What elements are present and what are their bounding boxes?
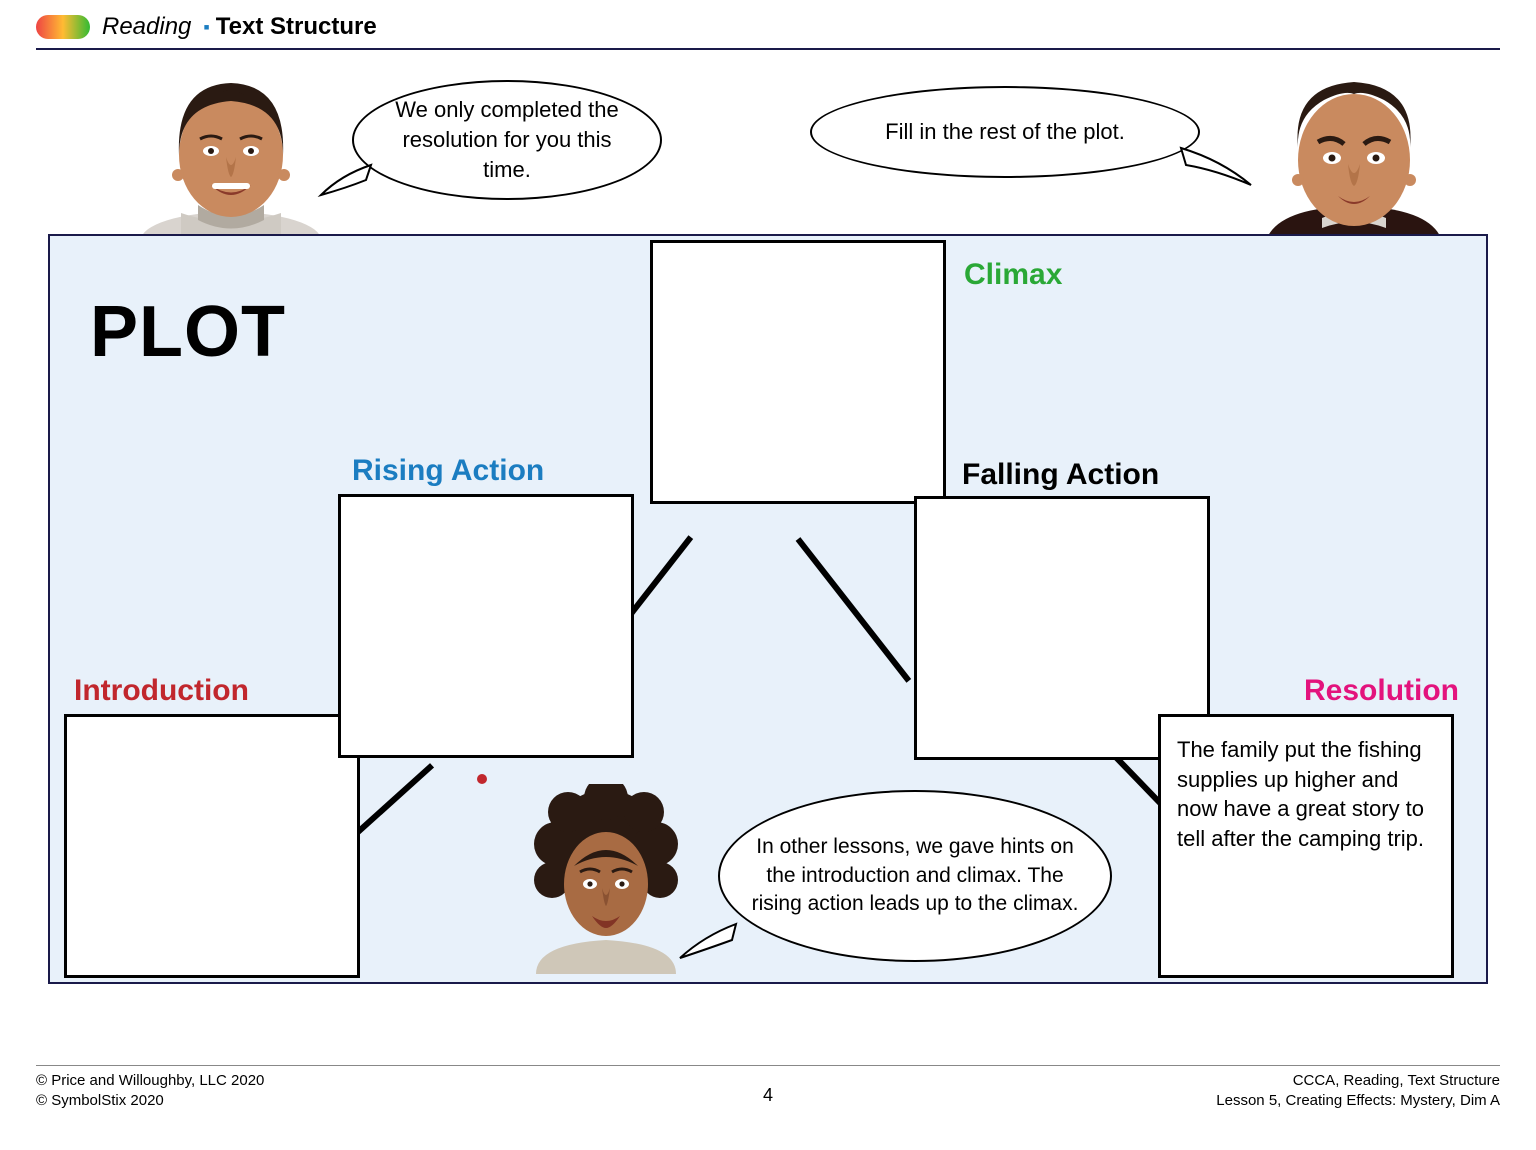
- speech-bubble-right-text: Fill in the rest of the plot.: [885, 117, 1125, 147]
- avatar-curly: [516, 784, 696, 974]
- speech-bubble-bottom: In other lessons, we gave hints on the i…: [718, 790, 1112, 962]
- connector-climax-falling: [796, 537, 912, 683]
- label-resolution: Resolution: [1304, 674, 1459, 708]
- bubble-tail-left: [316, 160, 376, 200]
- brand-logo: [36, 15, 90, 39]
- bubble-tail-bottom: [674, 918, 744, 962]
- bubble-tail-right: [1176, 140, 1256, 190]
- header-separator: ▪: [203, 17, 209, 38]
- label-rising-action: Rising Action: [352, 454, 544, 488]
- box-resolution-content: The family put the fishing supplies up h…: [1161, 717, 1451, 872]
- header-title: Text Structure: [216, 13, 377, 41]
- box-rising-action[interactable]: [338, 494, 634, 758]
- box-climax-content: [653, 243, 943, 279]
- footer-copyright-2: © SymbolStix 2020: [36, 1091, 264, 1111]
- footer-right-1: CCCA, Reading, Text Structure: [1216, 1071, 1500, 1091]
- page-header: Reading ▪ Text Structure: [36, 10, 1500, 50]
- plot-diagram: PLOT Introduction Rising Action Climax F…: [48, 234, 1488, 984]
- footer-copyright-1: © Price and Willoughby, LLC 2020: [36, 1071, 264, 1091]
- label-climax: Climax: [964, 258, 1062, 292]
- box-falling-action-content: [917, 499, 1207, 535]
- speech-bubble-left: We only completed the resolution for you…: [352, 80, 662, 200]
- speech-bubble-bottom-text: In other lessons, we gave hints on the i…: [744, 833, 1086, 918]
- avatar-woman: [126, 65, 336, 245]
- footer-page-number: 4: [763, 1085, 773, 1106]
- box-introduction[interactable]: [64, 714, 360, 978]
- dot-marker: [477, 774, 487, 784]
- avatar-man: [1244, 68, 1464, 253]
- speech-bubble-left-text: We only completed the resolution for you…: [378, 95, 636, 184]
- footer-left: © Price and Willoughby, LLC 2020 © Symbo…: [36, 1071, 264, 1110]
- box-climax[interactable]: [650, 240, 946, 504]
- speech-bubble-right: Fill in the rest of the plot.: [810, 86, 1200, 178]
- footer-right-2: Lesson 5, Creating Effects: Mystery, Dim…: [1216, 1091, 1500, 1111]
- label-introduction: Introduction: [74, 674, 249, 708]
- header-reading: Reading: [102, 13, 191, 41]
- label-falling-action: Falling Action: [962, 458, 1159, 492]
- box-rising-action-content: [341, 497, 631, 533]
- plot-title: PLOT: [90, 291, 286, 373]
- footer-rule: [36, 1065, 1500, 1066]
- footer-right: CCCA, Reading, Text Structure Lesson 5, …: [1216, 1071, 1500, 1110]
- box-introduction-content: [67, 717, 357, 753]
- box-resolution[interactable]: The family put the fishing supplies up h…: [1158, 714, 1454, 978]
